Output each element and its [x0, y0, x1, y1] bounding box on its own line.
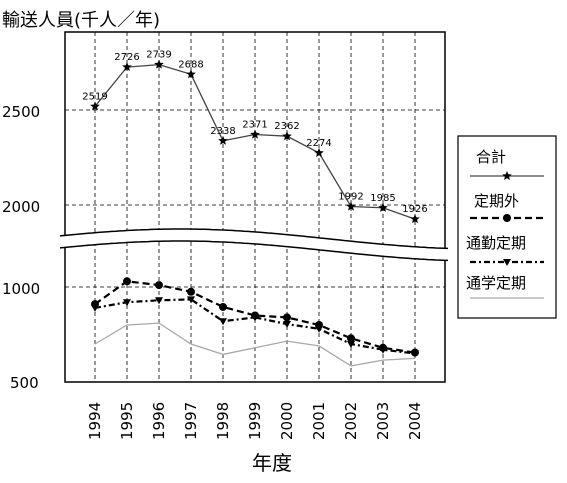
legend-label-total: 合計: [476, 148, 506, 166]
series-3: [94, 322, 416, 367]
x-tick-2000: 2000: [278, 402, 296, 440]
data-label-1994: 2519: [82, 91, 107, 102]
point-2-1996: [155, 297, 163, 305]
point-2-2003: [379, 346, 387, 354]
y-tick-500: 500: [10, 374, 39, 392]
data-label-1996: 2739: [146, 50, 171, 61]
x-axis-title: 年度: [252, 451, 292, 475]
series-2: [91, 296, 419, 358]
point-2-2000: [283, 321, 291, 329]
point-0-1998: [218, 135, 228, 145]
legend-label-tsugaku: 通学定期: [466, 274, 526, 292]
x-tick-2004: 2004: [406, 402, 424, 440]
point-0-1999: [250, 129, 260, 139]
point-0-2001: [314, 147, 324, 157]
point-0-2003: [378, 202, 388, 212]
point-1-1998: [219, 302, 227, 311]
x-tick-1996: 1996: [150, 402, 168, 440]
series-line-3: [94, 322, 416, 367]
x-tick-2001: 2001: [310, 402, 328, 440]
data-label-2000: 2362: [274, 121, 299, 132]
point-1-1995: [123, 277, 131, 286]
point-2-1995: [123, 299, 131, 307]
x-tick-1995: 1995: [118, 402, 136, 440]
axis-break-top-line: [59, 228, 449, 250]
y-tick-1000: 1000: [2, 280, 40, 298]
point-0-1997: [186, 69, 196, 79]
point-1-1997: [187, 287, 195, 296]
data-label-2002: 1992: [338, 192, 363, 203]
point-1-2000: [283, 313, 291, 322]
data-label-2003: 1985: [370, 193, 395, 204]
point-1-2002: [347, 334, 355, 343]
legend-box: [457, 135, 557, 319]
data-label-2004: 1926: [402, 204, 427, 215]
legend-marker-2: [503, 259, 511, 266]
x-tick-1994: 1994: [86, 402, 104, 440]
x-tick-1997: 1997: [182, 402, 200, 440]
point-2-1998: [219, 318, 227, 326]
data-label-1998: 2338: [210, 126, 235, 137]
x-tick-2003: 2003: [374, 402, 392, 440]
series-line-1: [94, 280, 416, 354]
legend-swatch-total: [470, 171, 544, 180]
y-tick-2500: 2500: [2, 103, 40, 121]
point-2-1997: [187, 296, 195, 304]
y-axis-title: 輸送人員(千人／年): [2, 10, 160, 31]
point-0-2000: [282, 131, 292, 141]
point-2-2004: [411, 350, 419, 358]
point-0-1996: [154, 59, 164, 69]
data-label-1995: 2726: [114, 52, 139, 63]
data-label-1997: 2688: [178, 59, 203, 70]
point-0-2004: [410, 214, 420, 224]
point-2-1994: [91, 304, 99, 312]
legend-label-teikigai: 定期外: [474, 192, 519, 210]
point-1-1996: [155, 281, 163, 290]
axis-break-bottom-line: [59, 240, 449, 262]
legend-marker-0: [502, 171, 512, 180]
data-label-1999: 2371: [242, 120, 267, 131]
legend-marker-1: [503, 214, 511, 222]
legend-label-tsukin: 通勤定期: [466, 234, 526, 252]
legend-swatch-teikigai: [470, 214, 544, 222]
series-0: 2519 2726 2739 2688 2338 2371 2362 2274 1992 1985…: [82, 50, 428, 224]
point-2-1999: [251, 314, 259, 322]
legend: 合計 定期外 通勤定期 通学定期: [457, 135, 557, 319]
series-layer: 2519 2726 2739 2688 2338 2371 2362 2274 1992 1985…: [82, 50, 428, 367]
x-tick-1999: 1999: [246, 402, 264, 440]
data-label-2001: 2274: [306, 138, 331, 149]
x-tick-2002: 2002: [342, 402, 360, 440]
y-tick-2000: 2000: [2, 198, 40, 216]
legend-swatch-tsukin: [470, 259, 544, 266]
point-0-2002: [346, 201, 356, 211]
x-tick-labels: 1994 1995 1996 1997 1998 1999 2000 2001 2002 2003…: [86, 402, 424, 440]
point-2-2001: [315, 325, 323, 333]
x-tick-1998: 1998: [214, 402, 232, 440]
point-2-2002: [347, 341, 355, 348]
y-tick-labels: 2500 2000 1000 500: [2, 103, 40, 392]
point-0-1994: [90, 101, 100, 111]
point-0-1995: [122, 62, 132, 72]
